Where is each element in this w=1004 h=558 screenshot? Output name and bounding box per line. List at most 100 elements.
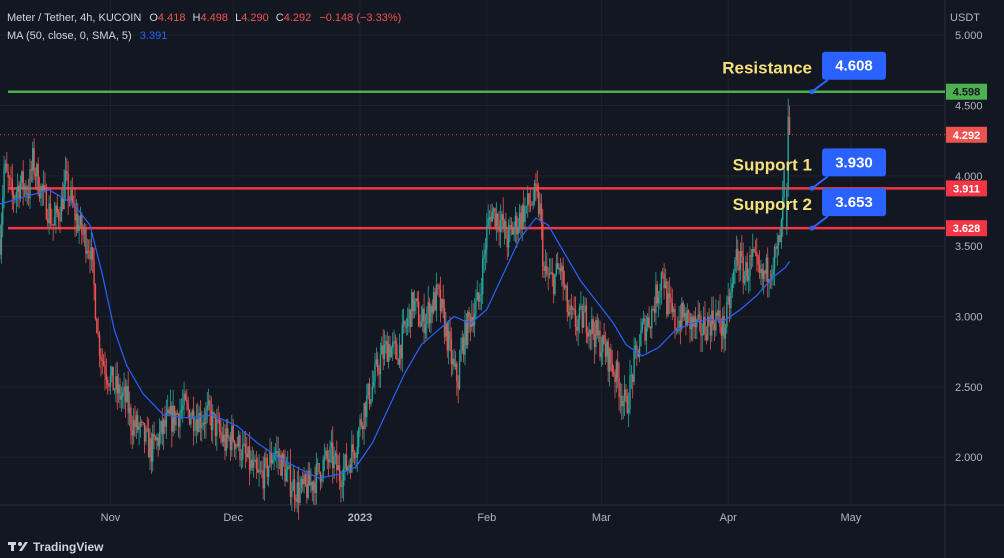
candle[interactable] xyxy=(300,476,303,494)
candle[interactable] xyxy=(330,430,333,464)
candle[interactable] xyxy=(53,201,56,226)
candle[interactable] xyxy=(8,175,11,187)
callout-badge[interactable] xyxy=(822,188,886,217)
candle[interactable] xyxy=(293,468,296,512)
candle[interactable] xyxy=(449,316,451,352)
candle[interactable] xyxy=(351,430,353,474)
candle[interactable] xyxy=(505,212,507,239)
candle[interactable] xyxy=(685,306,687,336)
candle[interactable] xyxy=(319,471,322,491)
candle[interactable] xyxy=(179,398,181,440)
candle[interactable] xyxy=(686,303,688,327)
candle[interactable] xyxy=(518,204,521,234)
candle[interactable] xyxy=(561,262,563,287)
candle[interactable] xyxy=(600,336,603,367)
candle[interactable] xyxy=(216,408,218,451)
candle[interactable] xyxy=(157,433,159,457)
candle[interactable] xyxy=(407,307,409,336)
candle[interactable] xyxy=(615,359,618,393)
candle[interactable] xyxy=(183,381,185,416)
candle[interactable] xyxy=(232,418,234,443)
candle[interactable] xyxy=(209,394,211,426)
candle[interactable] xyxy=(377,351,379,377)
candle[interactable] xyxy=(642,310,645,325)
candle[interactable] xyxy=(41,183,43,207)
candle[interactable] xyxy=(674,303,676,339)
candle[interactable] xyxy=(452,350,454,375)
candle[interactable] xyxy=(767,247,769,298)
candle[interactable] xyxy=(483,242,485,273)
candle[interactable] xyxy=(281,451,283,480)
candle[interactable] xyxy=(536,170,538,199)
candle[interactable] xyxy=(252,450,255,478)
candle[interactable] xyxy=(235,443,237,460)
candles[interactable] xyxy=(0,98,791,520)
candle[interactable] xyxy=(7,163,9,193)
candle[interactable] xyxy=(169,389,172,415)
candle[interactable] xyxy=(532,188,534,210)
candle[interactable] xyxy=(651,305,653,339)
candle[interactable] xyxy=(394,334,397,359)
candle[interactable] xyxy=(32,141,34,183)
candle[interactable] xyxy=(630,365,633,390)
candle[interactable] xyxy=(100,348,102,377)
candle[interactable] xyxy=(153,421,155,450)
candle[interactable] xyxy=(498,210,500,246)
candle[interactable] xyxy=(277,436,279,475)
candle[interactable] xyxy=(197,402,199,436)
candle[interactable] xyxy=(542,209,544,278)
candle[interactable] xyxy=(228,434,230,442)
candle[interactable] xyxy=(591,307,593,350)
candle[interactable] xyxy=(261,460,263,479)
candle[interactable] xyxy=(74,187,76,238)
candle[interactable] xyxy=(753,246,755,253)
candle[interactable] xyxy=(431,299,433,324)
candle[interactable] xyxy=(244,431,247,469)
candle[interactable] xyxy=(111,365,113,383)
candle[interactable] xyxy=(162,417,165,450)
candle[interactable] xyxy=(302,471,304,492)
candle[interactable] xyxy=(146,416,148,433)
candle[interactable] xyxy=(210,396,213,442)
candle[interactable] xyxy=(657,290,660,318)
candle[interactable] xyxy=(462,333,465,363)
candle[interactable] xyxy=(494,207,496,230)
candle[interactable] xyxy=(469,312,472,342)
candle[interactable] xyxy=(758,249,761,279)
candle[interactable] xyxy=(217,405,219,424)
candle[interactable] xyxy=(141,419,143,428)
candle[interactable] xyxy=(255,450,258,480)
candle[interactable] xyxy=(17,173,19,207)
candle[interactable] xyxy=(513,221,515,241)
candle[interactable] xyxy=(314,466,316,506)
candle[interactable] xyxy=(634,338,637,359)
candle[interactable] xyxy=(782,180,784,237)
candle[interactable] xyxy=(21,170,23,189)
candle[interactable] xyxy=(617,350,619,389)
candle[interactable] xyxy=(154,435,157,441)
candle[interactable] xyxy=(107,376,109,395)
candle[interactable] xyxy=(757,254,759,273)
candle[interactable] xyxy=(679,304,682,345)
candle[interactable] xyxy=(423,293,425,344)
candle[interactable] xyxy=(484,237,487,271)
candle[interactable] xyxy=(44,172,46,193)
candle[interactable] xyxy=(495,201,498,241)
candle[interactable] xyxy=(34,167,37,190)
candle[interactable] xyxy=(156,433,158,450)
candle[interactable] xyxy=(585,298,588,344)
candle[interactable] xyxy=(569,298,571,329)
candle[interactable] xyxy=(426,306,428,341)
candle[interactable] xyxy=(292,465,294,492)
candle[interactable] xyxy=(670,286,672,314)
candle[interactable] xyxy=(26,184,28,205)
candle[interactable] xyxy=(558,263,560,275)
candle[interactable] xyxy=(700,310,702,352)
candle[interactable] xyxy=(746,252,748,282)
candle[interactable] xyxy=(632,373,634,399)
candle[interactable] xyxy=(752,233,754,267)
candle[interactable] xyxy=(497,212,499,233)
candle[interactable] xyxy=(367,382,369,400)
candle[interactable] xyxy=(33,138,35,181)
